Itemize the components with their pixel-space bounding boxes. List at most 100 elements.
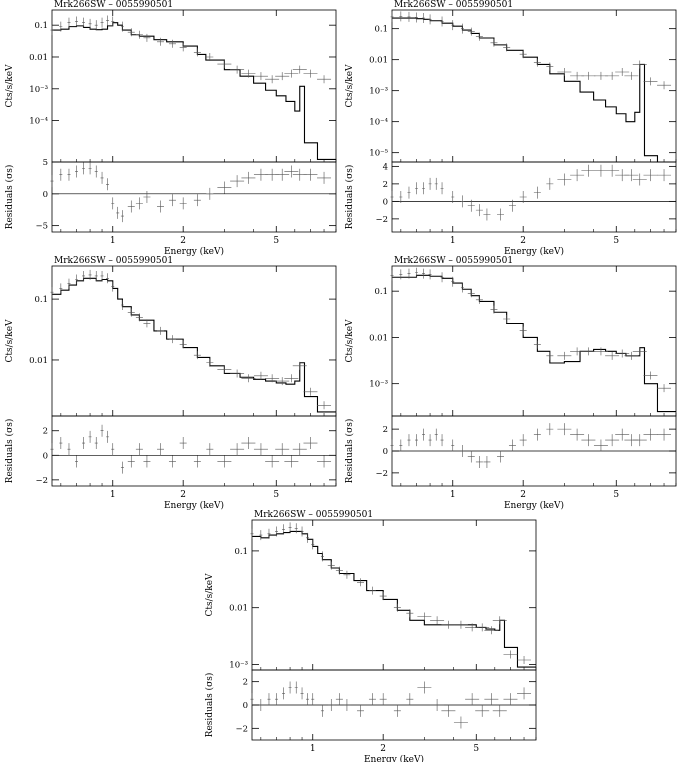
residual-point bbox=[508, 439, 516, 452]
data-point bbox=[657, 384, 672, 393]
residual-point bbox=[557, 423, 572, 436]
residual-point bbox=[430, 699, 445, 711]
residual-point bbox=[120, 210, 124, 223]
residual-point bbox=[428, 434, 432, 447]
data-point bbox=[417, 612, 432, 621]
residual-point bbox=[193, 455, 201, 468]
residual-point bbox=[75, 455, 79, 468]
data-point bbox=[303, 387, 318, 396]
data-point bbox=[275, 72, 290, 81]
residual-point bbox=[116, 206, 120, 219]
data-point bbox=[106, 15, 110, 26]
residual-point bbox=[168, 194, 176, 207]
residual-point bbox=[467, 450, 475, 463]
model-curve bbox=[252, 530, 536, 668]
data-point bbox=[143, 33, 151, 42]
residual-point bbox=[282, 687, 286, 700]
residual-point bbox=[288, 681, 292, 694]
data-point bbox=[407, 11, 411, 22]
y-axis-label: Cts/s/keV bbox=[5, 64, 15, 108]
data-point bbox=[440, 272, 444, 283]
data-point bbox=[253, 72, 268, 81]
y-tick-label: 0.1 bbox=[374, 287, 388, 297]
residual-point bbox=[570, 169, 585, 182]
data-point bbox=[557, 68, 572, 77]
x-tick-label: 5 bbox=[613, 236, 619, 246]
data-point bbox=[422, 13, 426, 24]
residual-point bbox=[206, 443, 214, 456]
residual-point bbox=[106, 178, 110, 191]
y-tick-label: 0.01 bbox=[29, 356, 48, 366]
residual-point bbox=[179, 197, 187, 210]
data-point bbox=[406, 609, 414, 618]
residual-point bbox=[581, 434, 596, 447]
residual-point bbox=[643, 169, 658, 182]
data-point bbox=[390, 270, 394, 281]
data-point bbox=[632, 60, 647, 69]
residual-point bbox=[267, 693, 271, 706]
residual-point bbox=[294, 681, 298, 694]
data-point bbox=[206, 358, 214, 367]
residual-point bbox=[120, 461, 124, 474]
residual-point bbox=[492, 704, 507, 717]
data-point bbox=[624, 71, 639, 80]
residual-point bbox=[135, 197, 143, 210]
residual-y-tick-label: 0 bbox=[383, 447, 388, 457]
residual-point bbox=[533, 186, 541, 199]
data-point bbox=[82, 17, 86, 28]
y-tick-label: 10⁻⁴ bbox=[29, 117, 48, 127]
data-point bbox=[557, 351, 572, 360]
residual-point bbox=[497, 450, 505, 463]
data-point bbox=[120, 21, 124, 32]
residual-point bbox=[657, 428, 672, 441]
data-point bbox=[168, 39, 176, 48]
data-point bbox=[317, 75, 332, 84]
residual-point bbox=[407, 186, 411, 199]
residual-y-tick-label: 4 bbox=[383, 162, 388, 172]
residual-point bbox=[440, 182, 444, 195]
data-point bbox=[265, 75, 280, 84]
residual-y-tick-label: 0 bbox=[243, 701, 248, 711]
y-tick-label: 0.1 bbox=[234, 547, 248, 557]
data-point bbox=[460, 282, 464, 293]
data-point bbox=[451, 276, 455, 287]
residual-y-tick-label: 2 bbox=[43, 427, 48, 437]
data-point bbox=[581, 347, 596, 356]
residual-y-tick-label: 2 bbox=[243, 678, 248, 688]
panel-title: Mrk266SW – 0055990501 bbox=[54, 256, 173, 266]
residual-point bbox=[451, 191, 455, 203]
panel-title: Mrk266SW – 0055990501 bbox=[394, 0, 513, 10]
data-point bbox=[503, 650, 518, 659]
residual-point bbox=[643, 428, 658, 441]
residual-point bbox=[303, 168, 318, 181]
data-point bbox=[357, 578, 365, 587]
residual-point bbox=[415, 182, 419, 195]
residual-point bbox=[519, 434, 527, 447]
residual-point bbox=[284, 455, 299, 468]
data-point bbox=[441, 620, 456, 629]
residual-point bbox=[379, 693, 387, 706]
residual-point bbox=[570, 428, 585, 441]
data-point bbox=[503, 315, 511, 324]
residual-point bbox=[241, 171, 256, 184]
data-point bbox=[311, 539, 315, 550]
residual-axis-label: Residuals (σs) bbox=[4, 165, 15, 230]
residual-point bbox=[253, 443, 268, 456]
data-point bbox=[475, 295, 483, 304]
residual-point bbox=[407, 434, 411, 447]
residual-point bbox=[417, 681, 432, 694]
residual-point bbox=[230, 175, 245, 188]
data-point bbox=[75, 274, 79, 285]
residual-axis-label: Residuals (σs) bbox=[204, 673, 215, 738]
panel-title: Mrk266SW – 0055990501 bbox=[254, 510, 373, 520]
spectrum-panel-3: Mrk266SW – 0055990501 Cts/s/keV Residuals … bbox=[4, 256, 337, 511]
data-point bbox=[50, 25, 54, 36]
y-tick-label: 0.01 bbox=[229, 604, 248, 614]
residual-y-tick-label: −2 bbox=[35, 476, 48, 486]
data-point bbox=[546, 62, 554, 71]
data-point bbox=[275, 377, 290, 386]
residual-point bbox=[453, 716, 468, 729]
residual-point bbox=[127, 200, 135, 213]
y-tick-label: 10⁻⁵ bbox=[369, 149, 388, 159]
data-point bbox=[275, 526, 279, 537]
